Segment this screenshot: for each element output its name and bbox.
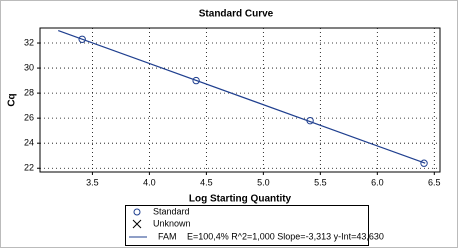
y-tick-label: 22 xyxy=(24,163,34,173)
y-tick-label: 28 xyxy=(24,87,34,97)
x-axis-label: Log Starting Quantity xyxy=(189,194,292,205)
chart-title: Standard Curve xyxy=(199,9,274,20)
x-tick-label: 6.0 xyxy=(371,177,384,187)
x-tick-label: 5.5 xyxy=(314,177,327,187)
legend-label: Standard xyxy=(153,206,190,216)
y-axis-label: Cq xyxy=(7,93,18,106)
fit-line xyxy=(58,29,426,164)
y-tick-label: 26 xyxy=(24,113,34,123)
x-tick-label: 4.5 xyxy=(200,177,213,187)
legend-marker xyxy=(133,208,141,216)
y-tick-label: 32 xyxy=(24,37,34,47)
fit-annotation: E=100,4% R^2=1,000 Slope=-3,313 y-Int=43… xyxy=(187,231,384,241)
data-point xyxy=(78,35,86,43)
x-tick-label: 5.0 xyxy=(257,177,270,187)
legend-label: FAM xyxy=(158,231,177,241)
data-point xyxy=(192,76,200,85)
data-point xyxy=(420,159,428,167)
legend-box xyxy=(125,205,369,246)
x-tick-label: 3.5 xyxy=(86,177,99,187)
y-tick-label: 30 xyxy=(24,62,34,72)
legend-marker xyxy=(132,219,142,229)
x-tick-label: 4.0 xyxy=(143,177,156,187)
legend-label: Unknown xyxy=(153,218,191,228)
y-tick-label: 24 xyxy=(24,138,34,148)
x-tick-label: 6.5 xyxy=(428,177,441,187)
plot-frame xyxy=(39,27,441,173)
